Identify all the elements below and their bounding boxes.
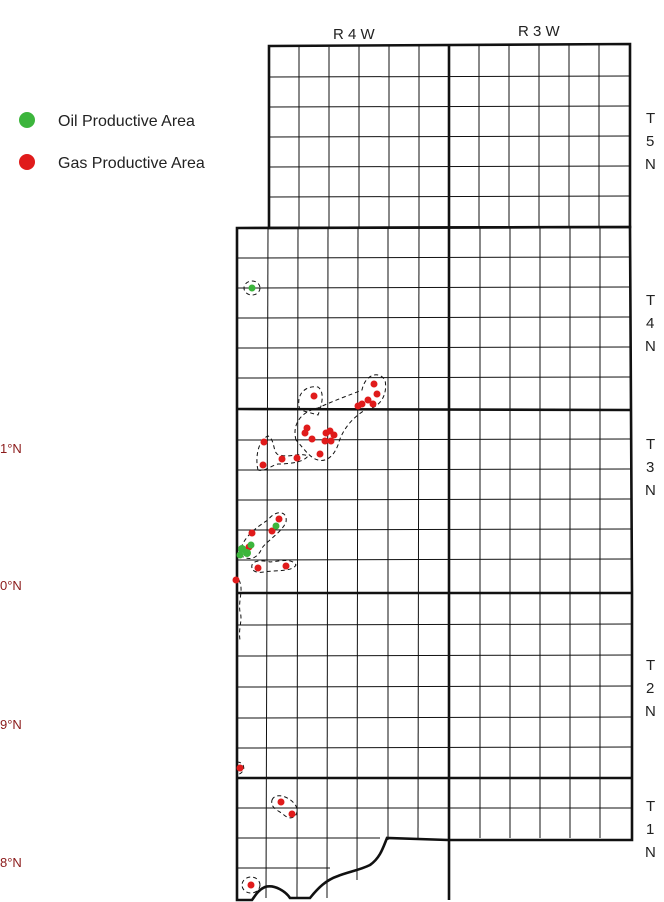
gas-well	[288, 810, 296, 818]
oil-well	[248, 284, 256, 292]
gas-well	[275, 515, 283, 523]
gas-well	[330, 431, 338, 439]
svg-text:T: T	[646, 292, 655, 309]
oil-legend-marker	[19, 112, 35, 128]
latitude-label-2: 0°N	[0, 578, 22, 593]
svg-text:5: 5	[646, 133, 654, 150]
latitude-label-4: 8°N	[0, 855, 22, 870]
gas-well	[268, 527, 276, 535]
gas-well	[321, 437, 329, 445]
oil-well	[272, 522, 280, 530]
svg-text:4: 4	[646, 315, 654, 332]
gas-well	[364, 396, 372, 404]
oil-well	[236, 551, 244, 559]
svg-text:N: N	[645, 156, 656, 173]
svg-text:3: 3	[646, 459, 654, 476]
productive-area-outlines	[236, 280, 387, 894]
township-label-t5n: T 5 N	[645, 110, 656, 173]
gas-well	[259, 461, 267, 469]
gas-well	[247, 881, 255, 889]
range-label-r4w: R 4 W	[333, 26, 376, 43]
svg-text:1: 1	[646, 821, 654, 838]
svg-text:T: T	[646, 798, 655, 815]
section-grid	[236, 45, 633, 899]
latitude-label-1: 1°N	[0, 441, 22, 456]
gas-legend-marker	[19, 154, 35, 170]
gas-well	[301, 429, 309, 437]
range-label-r3w: R 3 W	[518, 23, 561, 40]
svg-text:N: N	[645, 482, 656, 499]
gas-well	[369, 400, 377, 408]
legend: Oil Productive Area Gas Productive Area	[19, 112, 205, 172]
gas-well	[248, 529, 256, 537]
gas-well	[327, 437, 335, 445]
svg-text:N: N	[645, 338, 656, 355]
svg-text:T: T	[646, 436, 655, 453]
township-label-t1n: T 1 N	[645, 798, 656, 861]
svg-text:T: T	[646, 657, 655, 674]
gas-well	[278, 455, 286, 463]
gas-well-markers	[232, 380, 381, 889]
gas-well	[293, 454, 301, 462]
township-label-t2n: T 2 N	[645, 657, 656, 720]
township-label-t3n: T 3 N	[645, 436, 656, 499]
gas-well	[277, 798, 285, 806]
latitude-label-3: 9°N	[0, 717, 22, 732]
oil-well	[243, 549, 251, 557]
oil-well	[247, 541, 255, 549]
gas-well	[282, 562, 290, 570]
township-label-t4n: T 4 N	[645, 292, 656, 355]
svg-text:T: T	[646, 110, 655, 127]
svg-text:N: N	[645, 844, 656, 861]
gas-well	[232, 576, 240, 584]
gas-well	[308, 435, 316, 443]
gas-well	[373, 390, 381, 398]
gas-well	[310, 392, 318, 400]
gas-well	[370, 380, 378, 388]
oil-legend-label: Oil Productive Area	[58, 113, 195, 130]
gas-well	[316, 450, 324, 458]
oil-well-markers	[236, 284, 280, 559]
township-boundaries	[235, 42, 634, 902]
gas-well	[236, 764, 244, 772]
gas-legend-label: Gas Productive Area	[58, 155, 205, 172]
gas-well	[260, 438, 268, 446]
svg-text:N: N	[645, 703, 656, 720]
svg-text:2: 2	[646, 680, 654, 697]
gas-well	[354, 402, 362, 410]
gas-well	[254, 564, 262, 572]
